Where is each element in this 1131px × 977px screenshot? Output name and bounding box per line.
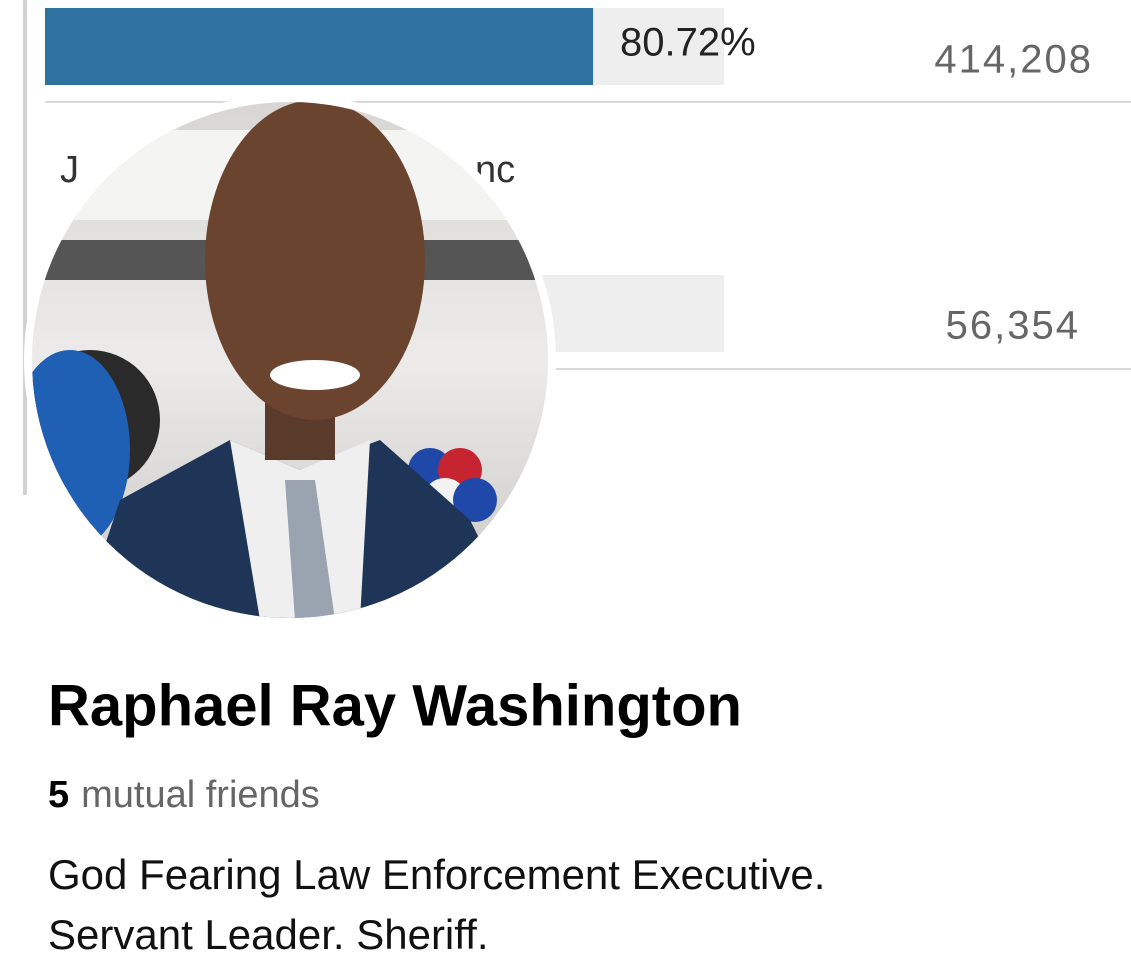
- bio-line: Servant Leader. Sheriff.: [48, 911, 489, 958]
- mutual-text[interactable]: mutual friends: [81, 774, 320, 816]
- profile-photo[interactable]: [10, 94, 556, 626]
- candidate-name: J: [60, 149, 79, 191]
- bio-line: God Fearing Law Enforcement Executive.: [48, 851, 825, 898]
- votes: 56,354: [946, 304, 1080, 348]
- profile-name[interactable]: Raphael Ray Washington: [48, 673, 742, 738]
- votes: 414,208: [934, 38, 1093, 82]
- percent-label: 80.72%: [620, 21, 756, 65]
- mutual-count: 5: [48, 774, 69, 816]
- percent-bar: [45, 8, 594, 85]
